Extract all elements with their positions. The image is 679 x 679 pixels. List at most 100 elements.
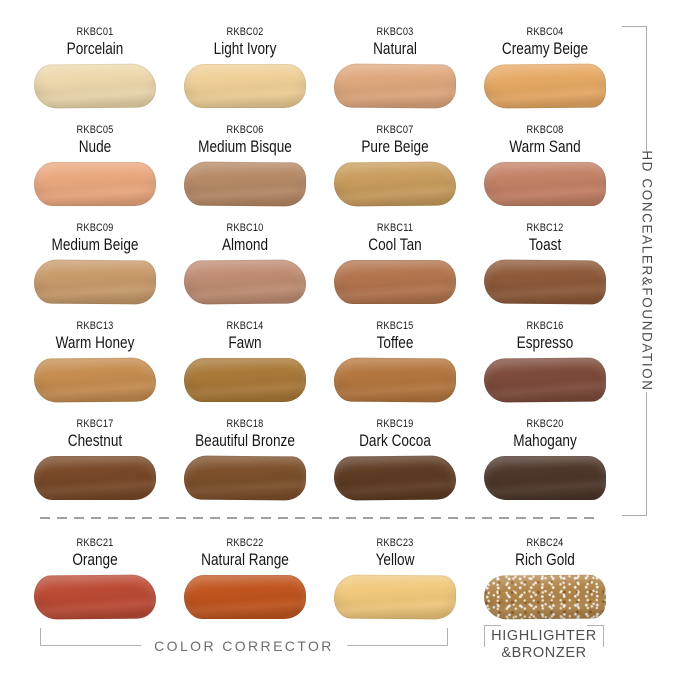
- swatch-code: RKBC18: [226, 418, 264, 430]
- swatch-code: RKBC04: [526, 26, 564, 38]
- swatch-cell: RKBC08 Warm Sand: [470, 123, 620, 221]
- swatch-name: Natural: [373, 39, 417, 58]
- swatch-cell: RKBC06 Medium Bisque: [170, 123, 320, 221]
- paint-swatch-RKBC01: [33, 63, 157, 109]
- swatch-name: Beautiful Bronze: [195, 431, 295, 450]
- swatch-name: Chestnut: [67, 431, 123, 450]
- paint-swatch-RKBC13: [33, 357, 157, 403]
- swatch-cell: RKBC19 Dark Cocoa: [320, 417, 470, 515]
- swatch-cell: RKBC24 Rich Gold: [470, 536, 620, 634]
- swatch-name: Warm Sand: [509, 137, 581, 156]
- swatch-code: RKBC08: [526, 124, 564, 136]
- swatch-name: Fawn: [228, 333, 262, 352]
- paint-swatch-RKBC09: [33, 259, 157, 305]
- swatch-code: RKBC14: [226, 320, 264, 332]
- swatch-name: Warm Honey: [55, 333, 135, 352]
- paint-swatch-RKBC15: [333, 357, 457, 403]
- swatch-code: RKBC11: [376, 222, 414, 234]
- group-divider-dashed-line: [40, 517, 601, 519]
- swatch-cell: RKBC20 Mahogany: [470, 417, 620, 515]
- concealer-foundation-swatch-grid: RKBC01 Porcelain RKBC02 Light Ivory RKBC…: [20, 25, 620, 515]
- swatch-code: RKBC21: [76, 537, 114, 549]
- paint-swatch-RKBC16: [483, 357, 607, 403]
- swatch-name: Pure Beige: [361, 137, 429, 156]
- swatch-code: RKBC20: [526, 418, 564, 430]
- swatch-name: Espresso: [516, 333, 574, 352]
- swatch-cell: RKBC17 Chestnut: [20, 417, 170, 515]
- paint-swatch-RKBC03: [333, 63, 457, 109]
- swatch-cell: RKBC21 Orange: [20, 536, 170, 634]
- paint-swatch-RKBC18: [183, 455, 307, 501]
- swatch-cell: RKBC22 Natural Range: [170, 536, 320, 634]
- paint-swatch-RKBC12: [483, 259, 607, 305]
- right-bracket-upper-segment: [622, 26, 647, 151]
- swatch-code: RKBC15: [376, 320, 414, 332]
- swatch-name: Toast: [528, 235, 562, 254]
- right-bracket-lower-segment: [622, 392, 647, 516]
- swatch-code: RKBC12: [526, 222, 564, 234]
- swatch-cell: RKBC23 Yellow: [320, 536, 470, 634]
- swatch-code: RKBC19: [376, 418, 414, 430]
- paint-swatch-RKBC02: [184, 64, 306, 108]
- swatch-name: Medium Bisque: [198, 137, 292, 156]
- swatch-name: Nude: [78, 137, 112, 156]
- group-title-color-corrector: COLOR CORRECTOR: [141, 638, 347, 654]
- swatch-name: Creamy Beige: [501, 39, 589, 58]
- swatch-cell: RKBC01 Porcelain: [20, 25, 170, 123]
- swatch-code: RKBC06: [226, 124, 264, 136]
- group-title-hd-concealer-foundation: HD CONCEALER&FOUNDATION: [639, 150, 655, 392]
- swatch-cell: RKBC13 Warm Honey: [20, 319, 170, 417]
- paint-swatch-RKBC24: [483, 574, 607, 620]
- swatch-cell: RKBC15 Toffee: [320, 319, 470, 417]
- swatch-code: RKBC24: [526, 537, 564, 549]
- swatch-code: RKBC09: [76, 222, 114, 234]
- swatch-name: Toffee: [376, 333, 414, 352]
- swatch-code: RKBC17: [76, 418, 114, 430]
- swatch-name: Almond: [221, 235, 269, 254]
- swatch-name: Rich Gold: [515, 550, 575, 569]
- paint-swatch-RKBC22: [184, 575, 306, 619]
- paint-swatch-RKBC07: [333, 161, 457, 207]
- swatch-cell: RKBC04 Creamy Beige: [470, 25, 620, 123]
- swatch-cell: RKBC18 Beautiful Bronze: [170, 417, 320, 515]
- swatch-cell: RKBC09 Medium Beige: [20, 221, 170, 319]
- swatch-cell: RKBC07 Pure Beige: [320, 123, 470, 221]
- swatch-code: RKBC16: [526, 320, 564, 332]
- swatch-code: RKBC03: [376, 26, 414, 38]
- swatch-name: Porcelain: [66, 39, 124, 58]
- swatch-name: Yellow: [375, 550, 415, 569]
- swatch-code: RKBC07: [376, 124, 414, 136]
- paint-swatch-RKBC04: [483, 63, 607, 109]
- swatch-cell: RKBC05 Nude: [20, 123, 170, 221]
- swatch-code: RKBC23: [376, 537, 414, 549]
- paint-swatch-RKBC10: [183, 259, 307, 305]
- paint-swatch-RKBC11: [334, 260, 456, 304]
- paint-swatch-RKBC20: [484, 456, 606, 500]
- paint-swatch-RKBC06: [183, 161, 307, 207]
- swatch-name: Cool Tan: [368, 235, 422, 254]
- swatch-code: RKBC13: [76, 320, 114, 332]
- swatch-cell: RKBC02 Light Ivory: [170, 25, 320, 123]
- swatch-code: RKBC02: [226, 26, 264, 38]
- swatch-name: Orange: [72, 550, 118, 569]
- paint-swatch-RKBC19: [333, 455, 457, 501]
- highlighter-bracket-right-corner: [587, 625, 604, 647]
- swatch-name: Light Ivory: [213, 39, 277, 58]
- paint-swatch-RKBC21: [33, 574, 157, 620]
- group-title-highlighter-bronzer: HIGHLIGHTER &BRONZER: [478, 628, 610, 662]
- swatch-code: RKBC22: [226, 537, 264, 549]
- swatch-name: Medium Beige: [51, 235, 139, 254]
- paint-swatch-RKBC23: [333, 574, 457, 620]
- paint-swatch-RKBC05: [34, 162, 156, 206]
- paint-swatch-RKBC17: [34, 456, 156, 500]
- swatch-name: Dark Cocoa: [359, 431, 431, 450]
- swatch-code: RKBC10: [226, 222, 264, 234]
- swatch-cell: RKBC10 Almond: [170, 221, 320, 319]
- highlighter-label-line2: &BRONZER: [501, 645, 587, 661]
- swatch-code: RKBC01: [76, 26, 114, 38]
- corrector-highlighter-swatch-grid: RKBC21 Orange RKBC22 Natural Range RKBC2…: [20, 536, 620, 634]
- swatch-cell: RKBC14 Fawn: [170, 319, 320, 417]
- swatch-name: Mahogany: [513, 431, 577, 450]
- swatch-name: Natural Range: [201, 550, 289, 569]
